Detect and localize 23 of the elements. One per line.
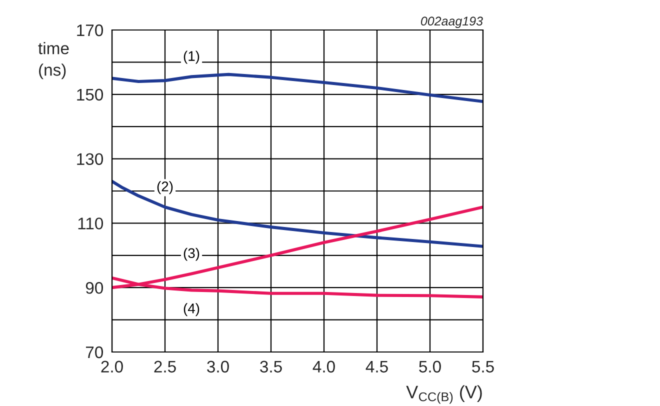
series-label: (1) [184,50,200,64]
y-tick-label: 150 [77,88,104,101]
y-tick-label: 110 [78,218,104,230]
x-tick-label: 5.0 [419,360,441,373]
y-tick-label: 170 [77,24,104,36]
x-tick-label: 5.5 [472,360,494,373]
series-label: (2) [157,181,173,194]
text: 002aag193 [420,16,483,28]
x-tick-label: 4.0 [312,360,335,373]
x-tick-label: 2.5 [154,360,176,373]
series-label: (4) [184,303,200,316]
y-tick-label: 70 [86,346,104,358]
x-axis-title: V$_{CC(B)}$ (V) [406,385,482,404]
x-tick-label: 3.0 [207,360,229,373]
series-label: (3) [184,248,200,261]
y-axis-title: time (ns) [38,42,69,80]
y-tick-label: 90 [86,282,104,294]
x-tick-label: 3.5 [260,360,282,373]
line-series [112,180,483,248]
x-tick-label: 2.0 [101,360,123,373]
line-series [112,72,483,104]
x-tick-label: 4.5 [366,360,388,373]
y-tick-label: 130 [77,153,104,166]
